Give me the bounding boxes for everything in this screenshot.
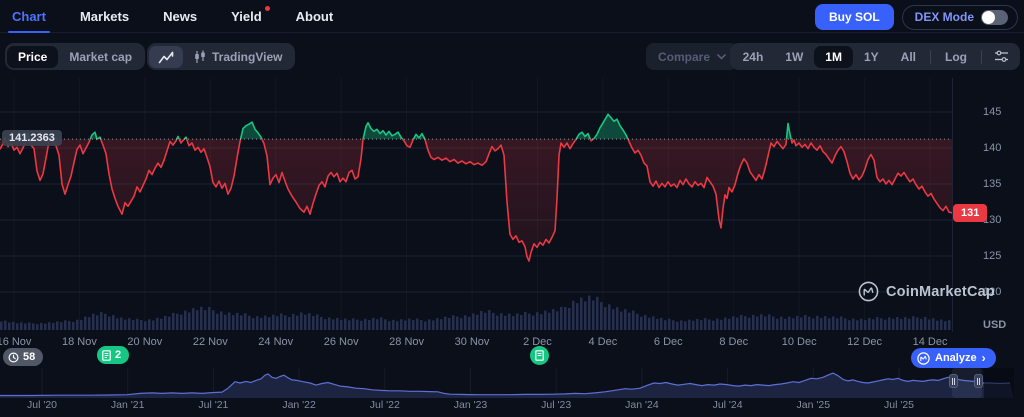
- watermark-label: CoinMarketCap: [886, 283, 995, 300]
- range-1w-button[interactable]: 1W: [785, 49, 804, 64]
- x-date-label: 24 Nov: [258, 336, 294, 348]
- cmc-ai-icon: [917, 351, 930, 365]
- x-date-label: 14 Dec: [912, 336, 948, 348]
- minimap-range-selector: Jul '20 Jan '21 Jul '21 Jan '22 Jul '22 Jan '…: [0, 368, 1024, 417]
- minimap-date-label: Jan '22: [282, 399, 316, 411]
- x-date-label: 22 Nov: [192, 336, 228, 348]
- new-indicator-dot: [264, 6, 270, 11]
- dex-mode-label: DEX Mode: [914, 10, 974, 24]
- dex-mode-toggle[interactable]: DEX Mode: [901, 4, 1018, 30]
- minimap-date-label: Jan '21: [110, 399, 145, 411]
- tradingview-label: TradingView: [212, 49, 283, 64]
- tab-about[interactable]: About: [294, 0, 336, 33]
- range-handle-right[interactable]: [974, 374, 983, 388]
- sliders-icon: [995, 50, 1008, 62]
- metric-toggle-group: Price Market cap: [5, 43, 146, 70]
- range-handle-left[interactable]: [949, 374, 958, 388]
- x-date-label: 2 Dec: [523, 336, 552, 348]
- x-date-label: 20 Nov: [127, 336, 163, 348]
- y-tick-label: 125: [983, 250, 1002, 262]
- range-1m-button[interactable]: 1M: [814, 45, 853, 68]
- range-all-button[interactable]: All: [900, 49, 916, 64]
- divider: [981, 49, 982, 64]
- minimap-date-label: Jul '22: [369, 399, 400, 411]
- chart-type-group: TradingView: [147, 43, 296, 70]
- minimap-date-label: Jul '24: [712, 399, 743, 411]
- divider: [930, 49, 931, 64]
- minimap-date-label: Jul '21: [198, 399, 229, 411]
- minimap-date-label: Jul '23: [541, 399, 572, 411]
- range-1y-button[interactable]: 1Y: [863, 49, 879, 64]
- coinmarketcap-watermark: CoinMarketCap: [858, 281, 995, 302]
- news-event-badge[interactable]: 2: [97, 346, 130, 364]
- reference-price-label: 141.2363: [2, 130, 62, 147]
- candlestick-icon: [195, 50, 205, 63]
- x-date-label: 18 Nov: [61, 336, 97, 348]
- header-actions: Buy SOL DEX Mode: [814, 4, 1018, 30]
- tab-chart[interactable]: Chart: [8, 0, 50, 33]
- x-date-label: 4 Dec: [588, 336, 618, 348]
- chevron-right-icon: ›: [981, 351, 986, 365]
- tab-chart-label: Chart: [12, 9, 46, 24]
- tab-news-label: News: [163, 9, 198, 24]
- x-date-label: 8 Dec: [719, 336, 749, 348]
- tab-news[interactable]: News: [161, 0, 199, 33]
- y-tick-label: 135: [983, 178, 1002, 190]
- market-cap-toggle-button[interactable]: Market cap: [69, 49, 133, 64]
- x-date-label: 16 Nov: [0, 336, 32, 348]
- price-toggle-button[interactable]: Price: [7, 45, 59, 68]
- range-24h-button[interactable]: 24h: [742, 49, 764, 64]
- line-chart-icon: [158, 51, 174, 63]
- tab-yield-label: Yield: [231, 9, 262, 24]
- tradingview-button[interactable]: TradingView: [183, 46, 293, 68]
- x-date-label: 26 Nov: [323, 336, 359, 348]
- history-badge-count: 58: [23, 351, 36, 363]
- tab-markets[interactable]: Markets: [78, 0, 131, 33]
- nav-tabs: Chart Markets News Yield About: [8, 0, 336, 33]
- header: Chart Markets News Yield About Buy SOL D…: [0, 0, 1024, 33]
- y-tick-label: 130: [983, 214, 1002, 226]
- minimap-date-label: Jul '20: [26, 399, 58, 411]
- document-icon: [102, 349, 111, 361]
- x-date-label: 10 Dec: [781, 336, 817, 348]
- currency-unit-label: USD: [983, 319, 1007, 331]
- chevron-down-icon: [717, 53, 726, 60]
- toggle-switch[interactable]: [981, 9, 1008, 25]
- current-price-badge: 131: [953, 203, 988, 222]
- analyze-label: Analyze: [935, 352, 977, 364]
- line-chart-type-button[interactable]: [149, 45, 183, 68]
- price-chart-canvas[interactable]: [0, 78, 952, 332]
- log-scale-button[interactable]: Log: [945, 49, 967, 64]
- tab-markets-label: Markets: [79, 9, 130, 24]
- x-date-label: 30 Nov: [454, 336, 490, 348]
- x-date-label: 28 Nov: [389, 336, 425, 348]
- minimap-date-label: Jul '25: [883, 399, 915, 411]
- analyze-button[interactable]: Analyze ›: [911, 348, 996, 368]
- y-tick-label: 120: [983, 286, 1002, 298]
- minimap-canvas[interactable]: [0, 368, 1014, 398]
- y-tick-label: 140: [983, 142, 1002, 154]
- y-tick-label: 145: [983, 106, 1002, 118]
- tab-yield[interactable]: Yield: [229, 0, 270, 33]
- compare-button[interactable]: Compare: [645, 43, 738, 70]
- x-date-label: 6 Dec: [653, 336, 683, 348]
- coinmarketcap-logo-icon: [858, 281, 879, 302]
- y-axis-line: [952, 78, 953, 332]
- minimap-date-label: Jan '23: [453, 399, 488, 411]
- news-badge-count: 2: [115, 349, 122, 361]
- minimap-date-label: Jan '25: [796, 399, 831, 411]
- toggle-knob: [982, 10, 995, 24]
- tab-about-label: About: [295, 9, 334, 24]
- history-events-badge[interactable]: 58: [3, 348, 44, 366]
- minimap-date-label: Jan '24: [625, 399, 659, 411]
- document-icon: [535, 350, 544, 361]
- x-date-label: 12 Dec: [847, 336, 883, 348]
- buy-sol-button[interactable]: Buy SOL: [814, 4, 894, 30]
- clock-icon: [8, 352, 19, 362]
- range-selector-group: 24h 1W 1M 1Y All Log: [729, 43, 1020, 70]
- chart-settings-button[interactable]: [985, 46, 1018, 67]
- news-event-badge[interactable]: [530, 346, 549, 365]
- compare-label: Compare: [657, 49, 710, 64]
